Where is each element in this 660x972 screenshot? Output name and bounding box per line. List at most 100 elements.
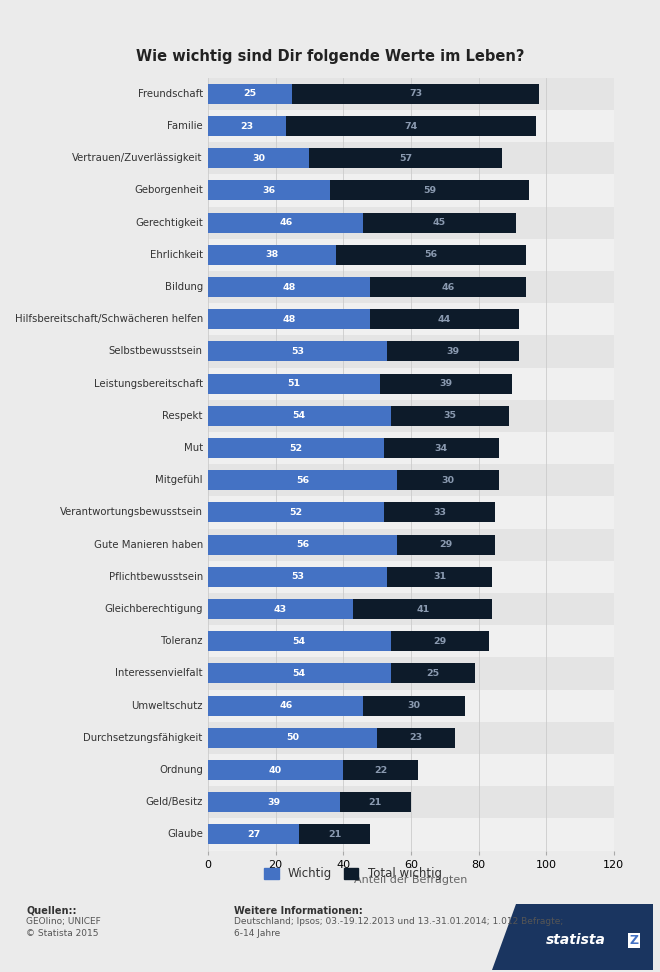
- Text: 36: 36: [262, 186, 275, 195]
- Text: Ordnung: Ordnung: [159, 765, 203, 775]
- Text: 46: 46: [279, 218, 292, 227]
- Bar: [337, 245, 526, 264]
- Text: 23: 23: [240, 122, 253, 130]
- Text: Quellen::: Quellen::: [26, 906, 77, 916]
- Text: 23: 23: [409, 733, 422, 743]
- Text: Hilfsbereitschaft/Schwächeren helfen: Hilfsbereitschaft/Schwächeren helfen: [15, 314, 203, 325]
- Text: 21: 21: [369, 798, 382, 807]
- Bar: [208, 116, 286, 136]
- Text: 30: 30: [442, 475, 455, 485]
- Text: 54: 54: [292, 411, 306, 420]
- Text: Bildung: Bildung: [164, 282, 203, 292]
- Bar: [208, 207, 614, 239]
- Bar: [208, 728, 377, 747]
- Bar: [208, 373, 380, 394]
- Text: Umweltschutz: Umweltschutz: [131, 701, 203, 711]
- Bar: [208, 824, 299, 845]
- Text: 56: 56: [424, 251, 438, 260]
- Text: 34: 34: [435, 443, 448, 453]
- Text: Verantwortungsbewusstsein: Verantwortungsbewusstsein: [60, 507, 203, 517]
- Text: Gerechtigkeit: Gerechtigkeit: [135, 218, 203, 227]
- Bar: [208, 367, 614, 399]
- Text: 56: 56: [296, 475, 309, 485]
- Bar: [208, 818, 614, 850]
- Text: Mitgefühl: Mitgefühl: [155, 475, 203, 485]
- Bar: [208, 535, 397, 555]
- Text: 44: 44: [438, 315, 451, 324]
- Bar: [208, 529, 614, 561]
- Text: 39: 39: [440, 379, 453, 388]
- Bar: [208, 438, 383, 458]
- Text: 53: 53: [291, 573, 304, 581]
- Bar: [208, 110, 614, 142]
- Text: 48: 48: [282, 283, 296, 292]
- Text: Familie: Familie: [167, 122, 203, 131]
- Text: Deutschland; Ipsos; 03.-19.12.2013 und 13.-31.01.2014; 1.012 Befragte;
6-14 Jahr: Deutschland; Ipsos; 03.-19.12.2013 und 1…: [234, 917, 564, 938]
- Bar: [397, 535, 496, 555]
- Bar: [208, 470, 397, 490]
- Bar: [208, 754, 614, 786]
- Text: Leistungsbereitschaft: Leistungsbereitschaft: [94, 379, 203, 389]
- Bar: [353, 599, 492, 619]
- Bar: [208, 625, 614, 657]
- Text: GEOlino; UNICEF
© Statista 2015: GEOlino; UNICEF © Statista 2015: [26, 917, 101, 938]
- Text: Weitere Informationen:: Weitere Informationen:: [234, 906, 363, 916]
- Bar: [208, 181, 330, 200]
- Text: 52: 52: [289, 443, 302, 453]
- Text: 48: 48: [282, 315, 296, 324]
- Bar: [208, 561, 614, 593]
- Bar: [208, 213, 364, 232]
- Bar: [208, 406, 391, 426]
- Text: Z: Z: [630, 934, 639, 947]
- Text: Respekt: Respekt: [162, 411, 203, 421]
- Text: Freundschaft: Freundschaft: [137, 88, 203, 99]
- Text: statista: statista: [546, 933, 606, 948]
- Bar: [387, 341, 519, 362]
- Bar: [292, 84, 539, 104]
- Bar: [370, 277, 526, 297]
- Bar: [208, 149, 310, 168]
- Bar: [208, 497, 614, 529]
- Text: Durchsetzungsfähigkeit: Durchsetzungsfähigkeit: [83, 733, 203, 743]
- Text: Mut: Mut: [183, 443, 203, 453]
- Text: Geborgenheit: Geborgenheit: [134, 186, 203, 195]
- Text: 57: 57: [399, 154, 412, 162]
- Text: 46: 46: [442, 283, 455, 292]
- Text: 50: 50: [286, 733, 299, 743]
- Bar: [208, 657, 614, 689]
- Text: Ehrlichkeit: Ehrlichkeit: [150, 250, 203, 260]
- Text: 73: 73: [409, 89, 422, 98]
- Text: 25: 25: [244, 89, 257, 98]
- Text: Gleichberechtigung: Gleichberechtigung: [104, 604, 203, 614]
- Bar: [208, 174, 614, 206]
- Bar: [208, 631, 391, 651]
- Bar: [208, 664, 391, 683]
- Text: 43: 43: [274, 605, 287, 613]
- Bar: [208, 432, 614, 464]
- Text: 35: 35: [444, 411, 456, 420]
- Bar: [377, 728, 455, 747]
- Bar: [208, 245, 337, 264]
- Bar: [391, 406, 509, 426]
- Bar: [364, 696, 465, 715]
- X-axis label: Anteil der Befragten: Anteil der Befragten: [354, 875, 467, 885]
- Text: 29: 29: [433, 637, 446, 645]
- Bar: [208, 760, 343, 780]
- Text: 56: 56: [296, 540, 309, 549]
- Text: 74: 74: [404, 122, 418, 130]
- Text: 30: 30: [408, 701, 420, 711]
- Bar: [208, 721, 614, 754]
- Bar: [370, 309, 519, 330]
- Bar: [286, 116, 536, 136]
- Bar: [208, 335, 614, 367]
- Bar: [208, 142, 614, 174]
- Bar: [340, 792, 411, 813]
- Bar: [208, 303, 614, 335]
- Text: 53: 53: [291, 347, 304, 356]
- Text: 52: 52: [289, 508, 302, 517]
- Bar: [208, 786, 614, 818]
- Text: 40: 40: [269, 766, 282, 775]
- Text: 29: 29: [440, 540, 453, 549]
- Bar: [391, 664, 475, 683]
- Bar: [208, 239, 614, 271]
